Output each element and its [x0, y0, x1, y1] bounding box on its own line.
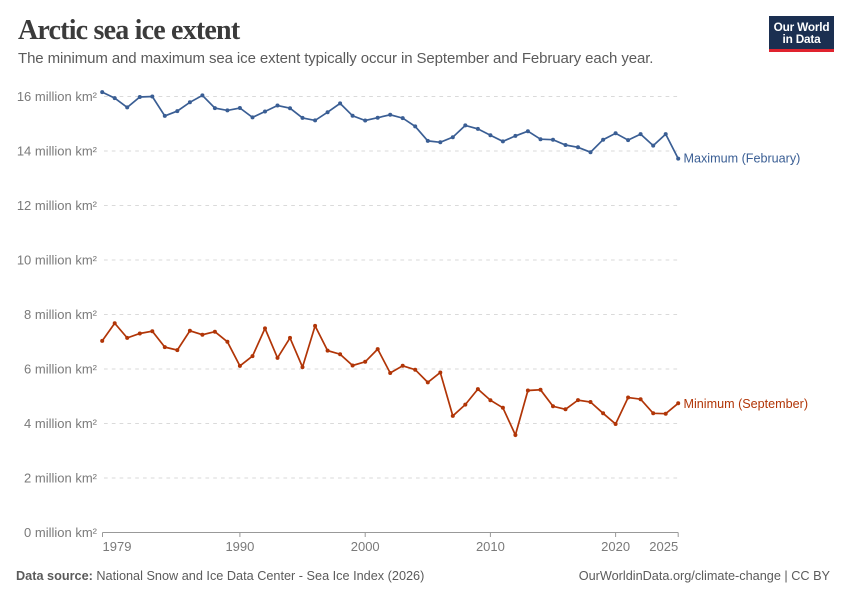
svg-text:4 million km²: 4 million km² — [24, 416, 98, 431]
svg-text:2010: 2010 — [476, 539, 505, 554]
svg-text:2025: 2025 — [649, 539, 678, 554]
svg-text:10 million km²: 10 million km² — [17, 253, 98, 268]
svg-text:1979: 1979 — [103, 539, 132, 554]
svg-text:12 million km²: 12 million km² — [17, 198, 98, 213]
svg-text:16 million km²: 16 million km² — [17, 89, 98, 104]
svg-text:0 million km²: 0 million km² — [24, 525, 98, 540]
svg-text:Minimum (September): Minimum (September) — [684, 397, 809, 411]
svg-text:6 million km²: 6 million km² — [24, 362, 98, 377]
svg-text:Maximum (February): Maximum (February) — [684, 151, 801, 165]
svg-text:8 million km²: 8 million km² — [24, 307, 98, 322]
svg-text:1990: 1990 — [225, 539, 254, 554]
svg-text:2000: 2000 — [351, 539, 380, 554]
svg-text:14 million km²: 14 million km² — [17, 144, 98, 159]
svg-text:2 million km²: 2 million km² — [24, 471, 98, 486]
svg-text:2020: 2020 — [601, 539, 630, 554]
